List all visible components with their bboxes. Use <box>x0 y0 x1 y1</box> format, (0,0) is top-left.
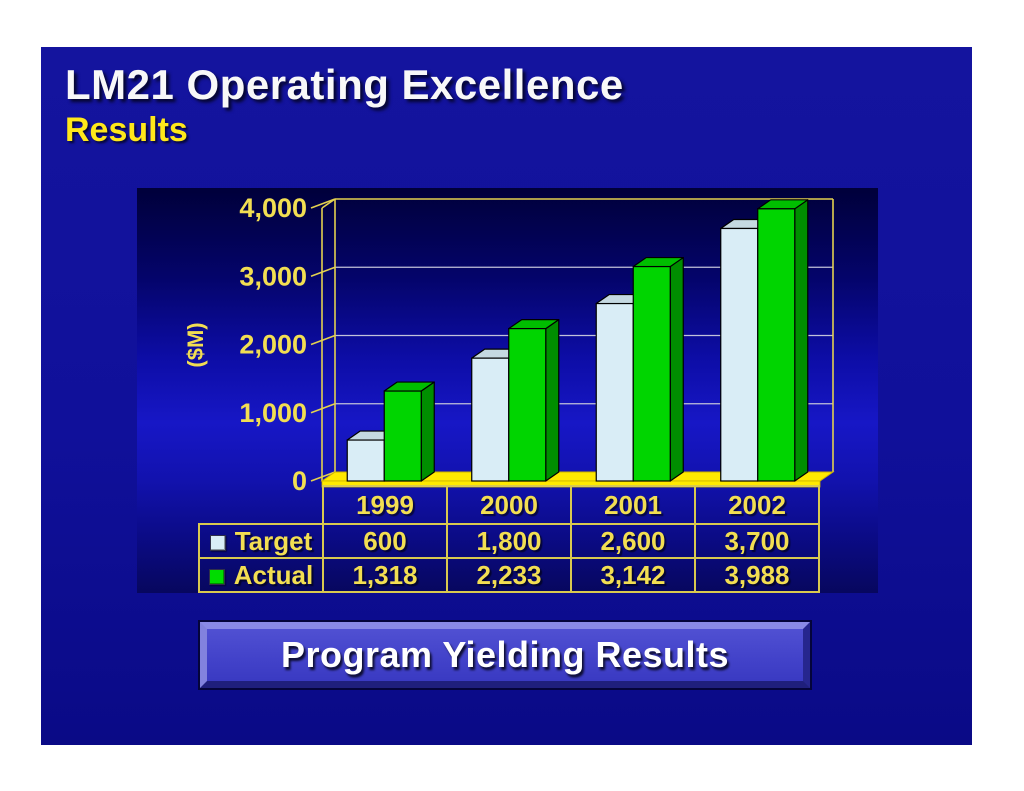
target-legend-cell: Target <box>198 523 324 559</box>
y-tick-label-4000: 4,000 <box>239 193 307 223</box>
bar-chart-plot: 0 1,000 2,000 3,000 4,000 ($M) <box>183 193 835 496</box>
y-tick-4000 <box>310 198 336 209</box>
y-tick-2000 <box>310 334 336 346</box>
target-bar-1999 <box>346 439 385 482</box>
year-header-cell: 2000 <box>446 485 572 525</box>
actual-legend-cell: Actual <box>198 557 324 593</box>
target-value-cell: 3,700 <box>694 523 820 559</box>
slide-subtitle: Results <box>65 111 188 149</box>
chart-panel: 0 1,000 2,000 3,000 4,000 ($M) 1999 2000 2001… <box>137 188 878 593</box>
target-row: Target 600 1,800 2,600 3,700 <box>198 523 820 559</box>
actual-value-cell: 3,988 <box>694 557 820 593</box>
actual-bar-2001 <box>632 265 671 482</box>
y-tick-label-2000: 2,000 <box>239 330 307 360</box>
table-corner-cell <box>199 486 323 524</box>
actual-bar-2000 <box>508 327 547 482</box>
banner-label: Program Yielding Results <box>280 634 730 675</box>
target-bar-2001 <box>595 302 634 482</box>
target-value-cell: 600 <box>322 523 448 559</box>
y-axis-title: ($M) <box>183 322 208 367</box>
actual-value-cell: 1,318 <box>322 557 448 593</box>
program-results-banner: Program Yielding Results <box>200 622 810 688</box>
y-tick-3000 <box>310 266 336 277</box>
chart-data-table: 1999 2000 2001 2002 Target 600 1,800 2,6… <box>198 485 820 593</box>
target-legend-marker-icon <box>209 534 226 551</box>
y-tick-label-3000: 3,000 <box>239 261 307 291</box>
y-tick-0 <box>310 471 336 482</box>
actual-bar-2001-side <box>669 256 684 482</box>
actual-value-cell: 2,233 <box>446 557 572 593</box>
target-value-cell: 2,600 <box>570 523 696 559</box>
actual-bar-2002-side <box>794 199 809 482</box>
actual-value-cell: 3,142 <box>570 557 696 593</box>
actual-bar-2002 <box>757 208 796 482</box>
target-bar-2000 <box>471 357 510 482</box>
actual-legend-label: Actual <box>233 559 314 590</box>
target-value-cell: 1,800 <box>446 523 572 559</box>
actual-bar-1999 <box>383 390 422 482</box>
y-tick-label-0: 0 <box>292 466 307 496</box>
year-header-cell: 2001 <box>570 485 696 525</box>
actual-row: Actual 1,318 2,233 3,142 3,988 <box>198 557 820 593</box>
slide-title: LM21 Operating Excellence <box>65 61 624 108</box>
data-table: 1999 2000 2001 2002 Target 600 1,800 2,6… <box>198 485 820 593</box>
y-tick-1000 <box>310 403 336 414</box>
year-header-cell: 2002 <box>694 485 820 525</box>
year-header-cell: 1999 <box>322 485 448 525</box>
target-legend-label: Target <box>234 525 313 556</box>
title-block: LM21 Operating Excellence Results <box>65 61 624 150</box>
year-header-row: 1999 2000 2001 2002 <box>199 485 820 525</box>
actual-bar-2000-side <box>545 318 560 482</box>
slide: LM21 Operating Excellence Results 0 1,000… <box>41 47 972 745</box>
target-bar-2002 <box>720 227 759 482</box>
y-tick-label-1000: 1,000 <box>239 398 307 428</box>
actual-legend-marker-icon <box>208 568 225 585</box>
actual-bar-1999-side <box>420 381 435 482</box>
